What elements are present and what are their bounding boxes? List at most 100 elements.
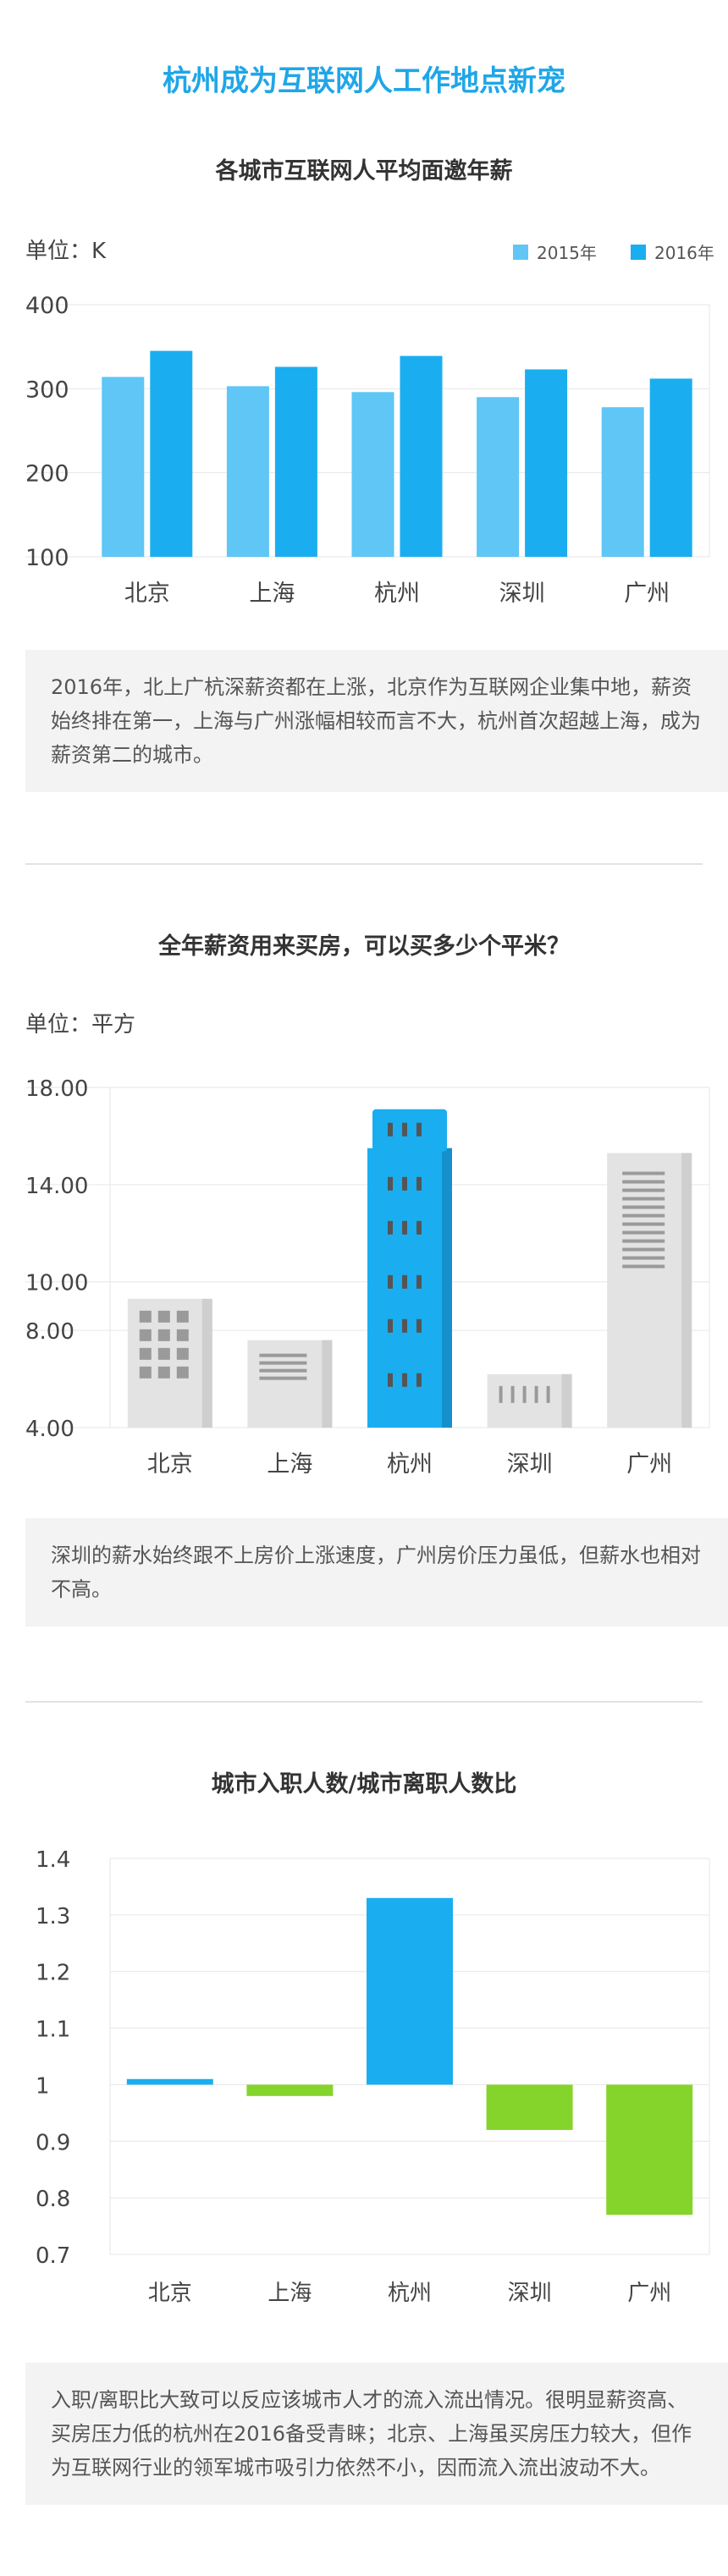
- bar-2015: [601, 407, 644, 557]
- building-window: [622, 1205, 665, 1209]
- building-window: [388, 1176, 393, 1191]
- y-tick-label: 18.00: [25, 1076, 88, 1102]
- y-tick-label: 8.00: [25, 1319, 74, 1345]
- chart3-note: 入职/离职比大致可以反应该城市人才的流入流出情况。很明显薪资高、买房压力低的杭州…: [25, 2363, 728, 2505]
- bar-positive: [367, 1897, 453, 2085]
- building-window: [388, 1373, 393, 1387]
- legend-2016-swatch: [631, 244, 646, 260]
- building-window: [157, 1329, 170, 1341]
- x-tick-label: 上海: [249, 581, 295, 607]
- building-window: [402, 1274, 407, 1289]
- building-window: [416, 1274, 422, 1289]
- bar-2016: [274, 366, 317, 557]
- y-tick-label: 4.00: [25, 1417, 74, 1442]
- building-bar: [607, 1153, 692, 1428]
- chart1-unit: 单位：K: [25, 239, 107, 264]
- x-tick-label: 广州: [627, 2281, 671, 2306]
- building-shade: [681, 1153, 692, 1428]
- building-window: [402, 1122, 407, 1137]
- bar-2016: [649, 378, 692, 557]
- bar-2015: [477, 397, 520, 557]
- building-window: [176, 1366, 189, 1379]
- bar-negative: [246, 2084, 334, 2096]
- building-shade: [561, 1373, 572, 1428]
- building-window: [622, 1188, 665, 1192]
- chart1-note: 2016年，北上广杭深薪资都在上涨，北京作为互联网企业集中地，薪资始终排在第一，…: [25, 650, 728, 792]
- building-window: [622, 1222, 665, 1226]
- divider-2: [25, 1701, 703, 1703]
- y-tick-label: 1.4: [36, 1847, 70, 1873]
- building-window: [546, 1385, 550, 1403]
- building-window: [622, 1247, 665, 1252]
- building-window: [622, 1197, 665, 1201]
- building-window: [622, 1214, 665, 1218]
- building-window: [510, 1385, 515, 1403]
- page-title: 杭州成为互联网人工作地点新宠: [163, 64, 565, 98]
- chart2-title: 全年薪资用来买房，可以买多少个平米？: [158, 933, 570, 960]
- y-tick-label: 400: [25, 293, 69, 319]
- building-window: [259, 1353, 307, 1357]
- legend-2016-label: 2016年: [654, 243, 714, 263]
- building-window: [416, 1220, 422, 1235]
- legend-2016: 2016年: [631, 239, 714, 264]
- chart3-title: 城市入职人数/城市离职人数比: [211, 1771, 517, 1797]
- legend-2015-label: 2015年: [537, 243, 597, 263]
- bar-2016: [150, 350, 193, 557]
- building-window: [402, 1373, 407, 1387]
- y-tick-label: 1.3: [36, 1904, 70, 1929]
- building-window: [388, 1220, 393, 1235]
- building-window: [388, 1122, 393, 1137]
- building-top: [372, 1109, 447, 1152]
- legend-2015: 2015年: [513, 239, 597, 264]
- building-shade: [442, 1148, 452, 1428]
- y-tick-label: 1.2: [36, 1961, 70, 1986]
- bar-negative: [486, 2084, 573, 2130]
- y-tick-label: 0.8: [36, 2187, 70, 2212]
- building-window: [139, 1347, 152, 1360]
- x-tick-label: 深圳: [499, 581, 545, 607]
- building-window: [176, 1347, 189, 1360]
- x-tick-label: 深圳: [508, 2281, 552, 2306]
- building-window: [416, 1122, 422, 1137]
- building-window: [139, 1329, 152, 1341]
- building-window: [157, 1347, 170, 1360]
- building-window: [402, 1220, 407, 1235]
- x-tick-label: 北京: [148, 2281, 192, 2306]
- building-window: [157, 1366, 170, 1379]
- y-tick-label: 100: [25, 545, 69, 571]
- building-window: [402, 1318, 407, 1333]
- building-window: [176, 1329, 189, 1341]
- bar-negative: [606, 2084, 693, 2215]
- building-window: [416, 1373, 422, 1387]
- x-tick-label: 广州: [626, 1451, 672, 1477]
- y-tick-label: 300: [25, 377, 69, 403]
- x-tick-label: 上海: [267, 1451, 312, 1477]
- building-window: [522, 1385, 527, 1403]
- chart2-note: 深圳的薪水始终跟不上房价上涨速度，广州房价压力虽低，但薪水也相对不高。: [25, 1518, 728, 1627]
- y-tick-label: 0.9: [36, 2130, 70, 2155]
- building-window: [622, 1264, 665, 1269]
- x-tick-label: 杭州: [374, 581, 420, 607]
- divider-1: [25, 863, 703, 865]
- y-tick-label: 1.1: [36, 2017, 70, 2043]
- x-tick-label: 广州: [624, 581, 670, 607]
- building-window: [157, 1310, 170, 1323]
- salary-bar-chart: 100 200 300 400 北京 上海 杭州 深圳 广州: [25, 293, 710, 607]
- bar-2015: [226, 386, 269, 557]
- housing-area-chart: 4.00 8.00 10.00 14.00 18.00 北京 上海 杭州 深圳 广州: [25, 1076, 710, 1477]
- building-shade: [322, 1340, 333, 1428]
- building-window: [416, 1318, 422, 1333]
- chart1-title: 各城市互联网人平均面邀年薪: [215, 158, 513, 184]
- y-tick-label: 14.00: [25, 1174, 88, 1199]
- building-window: [622, 1171, 665, 1175]
- y-tick-label: 10.00: [25, 1271, 88, 1296]
- building-window: [416, 1176, 422, 1191]
- building-window: [139, 1310, 152, 1323]
- bar-2015: [351, 392, 394, 557]
- building-window: [534, 1385, 538, 1403]
- building-bar: [367, 1148, 452, 1428]
- x-tick-label: 上海: [267, 2281, 312, 2306]
- y-tick-label: 0.7: [36, 2243, 70, 2269]
- x-tick-label: 北京: [147, 1451, 193, 1477]
- building-window: [259, 1368, 307, 1373]
